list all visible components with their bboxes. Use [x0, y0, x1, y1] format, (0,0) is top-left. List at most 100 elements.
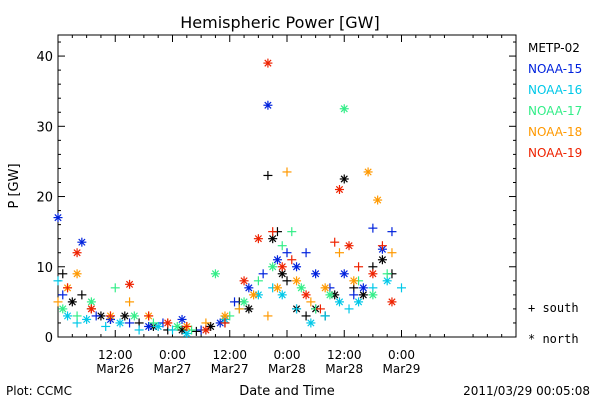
y-tick-label: 10: [36, 261, 53, 276]
data-point-south: [191, 326, 201, 336]
data-point-south: [301, 311, 311, 321]
data-point-north: [253, 234, 263, 244]
x-tick-label-time: 0:00: [159, 348, 186, 362]
data-point-south: [168, 325, 177, 335]
data-point-north: [244, 304, 254, 314]
footer-source: Plot: CCMC: [6, 384, 72, 398]
data-point-north: [339, 104, 349, 114]
data-point-north: [177, 314, 187, 324]
x-tick-label-date: Mar28: [325, 362, 363, 376]
legend-entry: METP-02: [528, 41, 580, 55]
data-point-north: [334, 185, 344, 195]
data-point-north: [272, 283, 282, 293]
data-point-south: [330, 237, 340, 247]
data-point-south: [368, 223, 378, 233]
data-point-north: [325, 290, 335, 300]
data-points: [53, 58, 406, 338]
data-point-north: [210, 269, 220, 279]
data-point-north: [334, 297, 344, 307]
data-point-north: [82, 314, 92, 324]
data-point-north: [249, 290, 259, 300]
y-tick-label: 40: [36, 50, 53, 65]
data-point-north: [277, 262, 287, 272]
data-point-north: [177, 325, 187, 335]
legend-entry: NOAA-16: [528, 83, 582, 97]
data-point-south: [397, 283, 406, 293]
data-point-south: [306, 297, 316, 307]
data-point-south: [144, 311, 154, 321]
data-point-south: [282, 248, 292, 258]
marker-legend-south: + south: [528, 301, 579, 315]
data-point-north: [129, 311, 139, 321]
x-tick-label-date: Mar28: [268, 362, 306, 376]
data-point-north: [125, 279, 135, 289]
x-tick-label-date: Mar27: [154, 362, 192, 376]
data-point-south: [134, 325, 144, 335]
data-point-south: [282, 167, 292, 177]
x-tick-label-time: 12:00: [98, 348, 133, 362]
data-point-north: [277, 290, 287, 300]
data-point-south: [58, 269, 68, 279]
data-point-north: [358, 283, 368, 293]
data-point-south: [387, 227, 397, 237]
data-point-south: [287, 255, 297, 265]
data-point-north: [239, 297, 249, 307]
data-point-north: [72, 248, 82, 258]
data-point-north: [349, 276, 359, 286]
data-point-south: [315, 304, 325, 314]
data-point-south: [320, 311, 330, 321]
data-point-north: [292, 262, 302, 272]
data-point-south: [263, 170, 273, 180]
data-point-south: [387, 248, 397, 258]
x-axis-label: Date and Time: [239, 384, 335, 399]
footer-timestamp: 2011/03/29 00:05:08: [463, 384, 590, 398]
legend-entry: NOAA-17: [528, 104, 582, 118]
data-point-south: [344, 304, 354, 314]
data-point-north: [296, 283, 306, 293]
data-point-south: [354, 262, 364, 272]
data-point-north: [120, 311, 130, 321]
data-point-south: [377, 241, 387, 251]
data-point-south: [292, 304, 302, 314]
data-point-north: [96, 311, 106, 321]
data-point-north: [63, 311, 73, 321]
data-point-north: [320, 283, 330, 293]
data-point-south: [220, 318, 230, 328]
data-point-north: [206, 321, 216, 331]
legend-entry: NOAA-15: [528, 62, 582, 76]
x-tick-label-time: 12:00: [212, 348, 247, 362]
y-tick-label: 0: [45, 331, 53, 346]
data-point-south: [263, 311, 273, 321]
data-point-north: [311, 269, 321, 279]
chart-title: Hemispheric Power [GW]: [180, 13, 379, 32]
data-point-north: [77, 237, 87, 247]
data-point-south: [253, 276, 263, 286]
data-point-south: [110, 283, 120, 293]
plot-area-frame: [57, 34, 517, 338]
data-point-north: [239, 276, 249, 286]
data-point-north: [339, 269, 349, 279]
data-point-south: [125, 318, 135, 328]
data-point-north: [244, 283, 254, 293]
data-point-south: [148, 318, 158, 328]
data-point-north: [301, 290, 311, 300]
marker-legend-north: * north: [528, 332, 579, 346]
data-point-north: [377, 255, 387, 265]
data-point-north: [368, 269, 378, 279]
data-point-south: [63, 283, 73, 293]
data-point-north: [144, 321, 154, 331]
data-point-north: [86, 304, 96, 314]
data-point-north: [368, 290, 378, 300]
data-point-north: [373, 195, 383, 205]
data-point-south: [301, 248, 311, 258]
legend-entry: NOAA-18: [528, 125, 582, 139]
data-point-south: [268, 227, 278, 237]
y-axis: 0 10 20 30 40: [36, 41, 516, 346]
data-point-north: [172, 321, 182, 331]
data-point-north: [153, 321, 163, 331]
data-point-north: [263, 58, 273, 68]
x-tick-label-date: Mar27: [211, 362, 249, 376]
legend-entry: NOAA-19: [528, 146, 582, 160]
data-point-south: [58, 290, 68, 300]
